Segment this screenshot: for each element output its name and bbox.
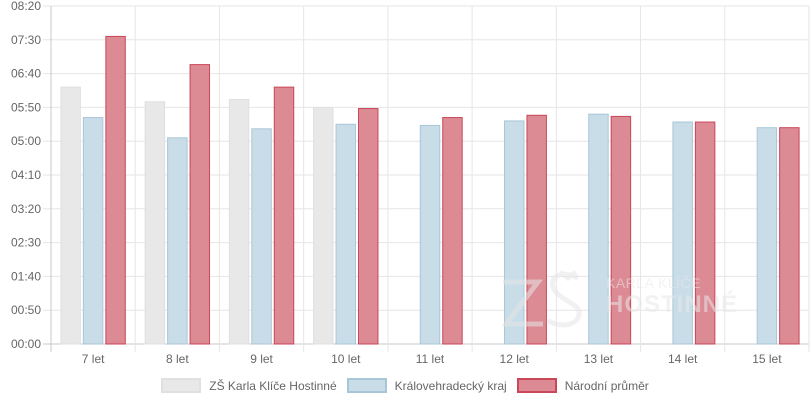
bar-school[interactable] [228, 99, 250, 345]
chart-legend: ZŠ Karla Klíče Hostinné Královehradecký … [0, 378, 810, 393]
zs-logo-icon [500, 270, 582, 328]
bar-national[interactable] [358, 108, 379, 345]
bar-national[interactable] [273, 86, 295, 345]
bar-chart: 00:00 00:50 01:40 02:30 03:20 04:10 05:00 05:50… [11, 0, 810, 366]
bar-region[interactable] [335, 123, 357, 345]
legend-label-region: Královehradecký kraj [394, 378, 507, 393]
bar-region[interactable] [82, 117, 104, 345]
legend-item-region[interactable]: Královehradecký kraj [346, 378, 507, 393]
legend-item-national[interactable]: Národní průměr [516, 378, 649, 393]
bar-school[interactable] [313, 106, 334, 345]
y-tick-label: 02:30 [11, 236, 41, 250]
y-tick-label: 00:00 [11, 337, 41, 351]
y-tick-label: 04:10 [11, 168, 41, 182]
legend-swatch-region [346, 378, 387, 393]
bar-national[interactable] [694, 121, 716, 345]
watermark-line1: KARLA KLÍČE [606, 275, 701, 291]
bar-region[interactable] [419, 124, 441, 345]
x-tick-label: 14 let [668, 352, 698, 366]
bar-national[interactable] [610, 115, 632, 345]
x-tick-label: 7 let [82, 352, 105, 366]
x-tick-label: 11 let [416, 352, 445, 366]
x-tick-label: 10 let [331, 352, 361, 366]
bar-region[interactable] [756, 127, 778, 345]
legend-swatch-national [516, 378, 557, 393]
watermark-line2: HOSTINNÉ [606, 291, 739, 318]
x-tick-label: 13 let [584, 352, 614, 366]
y-tick-label: 08:20 [11, 0, 41, 13]
y-tick-label: 00:50 [11, 303, 41, 317]
bar-region[interactable] [251, 128, 272, 345]
school-logo-watermark: KARLA KLÍČE HOSTINNÉ [498, 264, 738, 330]
bar-region[interactable] [503, 120, 525, 345]
chart-axes: 00:00 00:50 01:40 02:30 03:20 04:10 05:00 05:50… [11, 0, 782, 366]
y-tick-label: 07:30 [11, 33, 41, 47]
y-tick-label: 01:40 [11, 269, 41, 283]
bar-national[interactable] [442, 117, 463, 345]
x-tick-label: 15 let [752, 352, 782, 366]
bar-national[interactable] [779, 127, 800, 345]
y-tick-label: 03:20 [11, 202, 41, 216]
y-tick-label: 05:50 [11, 100, 41, 114]
x-tick-label: 9 let [250, 352, 273, 366]
y-tick-label: 06:40 [11, 67, 41, 81]
x-tick-label: 12 let [500, 352, 530, 366]
bar-school[interactable] [144, 101, 166, 345]
legend-label-national: Národní průměr [564, 378, 649, 393]
bar-region[interactable] [672, 121, 693, 345]
bar-region[interactable] [167, 137, 188, 345]
chart-bars [60, 35, 800, 345]
y-tick-label: 05:00 [11, 134, 41, 148]
x-tick-label: 8 let [166, 352, 189, 366]
bar-national[interactable] [189, 64, 211, 345]
bar-region[interactable] [588, 113, 609, 345]
bar-national[interactable] [105, 35, 126, 345]
legend-item-school[interactable]: ZŠ Karla Klíče Hostinné [161, 378, 337, 393]
legend-label-school: ZŠ Karla Klíče Hostinné [209, 378, 337, 393]
legend-swatch-school [161, 378, 202, 393]
bar-school[interactable] [60, 86, 81, 345]
